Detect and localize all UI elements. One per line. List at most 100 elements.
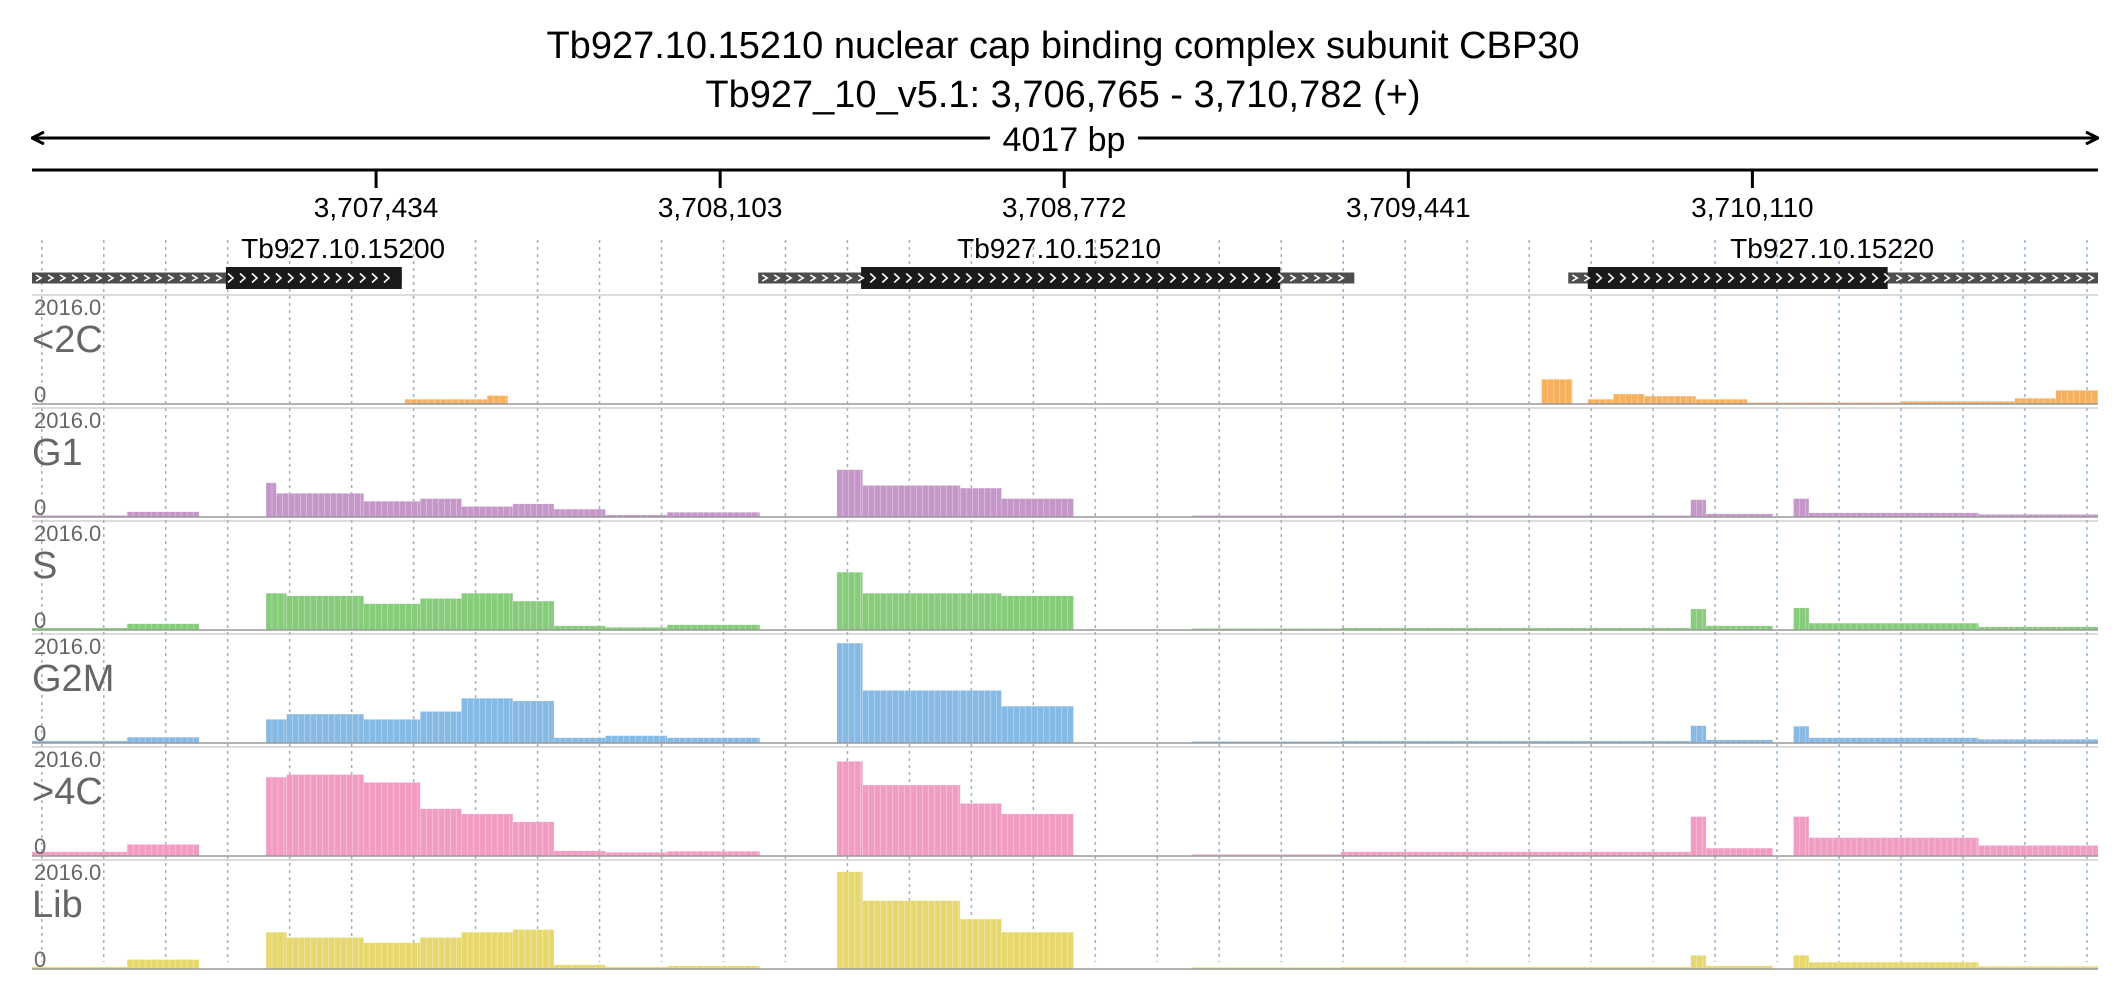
coverage-bar xyxy=(1928,837,1936,857)
coverage-bar xyxy=(438,808,445,857)
coverage-bar xyxy=(672,737,680,744)
coverage-bar xyxy=(491,592,498,631)
coverage-bar xyxy=(340,774,347,857)
coverage-bar xyxy=(1904,961,1912,970)
coverage-bar xyxy=(318,493,325,518)
coverage-bar xyxy=(1723,847,1731,857)
coverage-bar xyxy=(310,774,317,857)
coverage-bar xyxy=(928,784,935,857)
coverage-bar xyxy=(1717,847,1725,857)
coverage-bar xyxy=(2038,398,2045,405)
coverage-bar xyxy=(1946,737,1954,744)
coverage-bar xyxy=(738,624,746,631)
coverage-bar xyxy=(450,498,457,518)
coverage-bar xyxy=(168,623,176,631)
coverage-bar xyxy=(411,782,418,857)
coverage-bar xyxy=(984,592,991,631)
coverage-bar xyxy=(714,624,722,631)
coverage-bar xyxy=(518,503,526,518)
coverage-bar xyxy=(1759,847,1767,857)
coverage-bar xyxy=(156,737,164,744)
coverage-bar xyxy=(138,844,146,857)
coverage-bar xyxy=(150,511,158,518)
coverage-bar xyxy=(1838,837,1846,857)
coverage-bar xyxy=(1910,737,1918,744)
coverage-bar xyxy=(904,900,911,970)
coverage-bar xyxy=(958,485,961,518)
coverage-bar xyxy=(1868,961,1876,970)
coverage-bar xyxy=(2032,845,2039,857)
coverage-bar xyxy=(641,735,648,744)
coverage-bar xyxy=(960,803,967,857)
coverage-bar xyxy=(292,774,299,857)
coverage-bar xyxy=(438,598,445,631)
track-1: 2016.0G1 0 xyxy=(31,407,2099,520)
coverage-bar xyxy=(928,900,935,970)
coverage-bar xyxy=(524,600,532,631)
coverage-bar xyxy=(150,623,158,631)
coverage-bar xyxy=(892,592,899,631)
coverage-bar xyxy=(880,690,887,744)
coverage-bar xyxy=(1880,737,1888,744)
gene-label: Tb927.10.15200 xyxy=(241,233,445,264)
coverage-bar xyxy=(1838,622,1846,631)
coverage-bar xyxy=(916,900,923,970)
coverage-bar xyxy=(1964,622,1972,631)
coverage-bar xyxy=(1868,737,1876,744)
coverage-bar xyxy=(387,942,394,970)
coverage-bar xyxy=(1976,837,1979,857)
coverage-bar xyxy=(972,690,979,744)
coverage-bar xyxy=(132,623,140,631)
coverage-bar xyxy=(1844,622,1852,631)
coverage-bar xyxy=(898,592,905,631)
coverage-bar xyxy=(509,813,514,857)
coverage-bar xyxy=(330,493,337,518)
coverage-bar xyxy=(1916,961,1924,970)
coverage-bar xyxy=(1892,737,1900,744)
coverage-bar xyxy=(292,595,299,631)
coverage-bar xyxy=(277,776,285,857)
coverage-bar xyxy=(1025,498,1032,518)
coverage-bar xyxy=(426,937,433,970)
coverage-bar xyxy=(405,719,412,744)
coverage-bar xyxy=(860,642,863,744)
coverage-bar xyxy=(2067,390,2075,405)
coverage-bar xyxy=(1916,737,1924,744)
track-bars xyxy=(31,871,2099,970)
coverage-bar xyxy=(138,737,146,744)
track-ymax-label: 2016.0 xyxy=(34,747,101,772)
coverage-bar xyxy=(629,735,636,744)
coverage-bar xyxy=(1680,395,1687,405)
coverage-bar xyxy=(271,776,279,857)
coverage-bar xyxy=(1055,705,1062,744)
coverage-bar xyxy=(286,774,293,857)
coverage-bar xyxy=(595,508,603,518)
coverage-bar xyxy=(512,821,520,857)
coverage-bar xyxy=(479,592,486,631)
coverage-bar xyxy=(702,737,710,744)
coverage-bar xyxy=(583,850,591,857)
coverage-bar xyxy=(426,711,433,744)
coverage-bar xyxy=(393,603,400,631)
coverage-bar xyxy=(310,937,317,970)
coverage-bar xyxy=(1031,813,1038,857)
coverage-bar xyxy=(456,937,462,970)
coverage-bar xyxy=(595,850,603,857)
coverage-bar xyxy=(1013,931,1020,970)
coverage-bar xyxy=(277,719,285,744)
coverage-bar xyxy=(1826,961,1834,970)
coverage-bar xyxy=(836,761,844,857)
coverage-bar xyxy=(518,700,526,744)
coverage-bar xyxy=(298,713,305,744)
coverage-bar xyxy=(1644,395,1651,405)
coverage-bar xyxy=(450,937,457,970)
coverage-bar xyxy=(1814,837,1822,857)
coverage-bar xyxy=(340,937,347,970)
coverage-bar xyxy=(174,959,182,970)
coverage-bar xyxy=(1904,837,1912,857)
coverage-bar xyxy=(910,784,917,857)
track-4: 2016.0>4C 0 xyxy=(31,746,2099,859)
coverage-bar xyxy=(1061,931,1068,970)
coverage-bar xyxy=(503,931,510,970)
